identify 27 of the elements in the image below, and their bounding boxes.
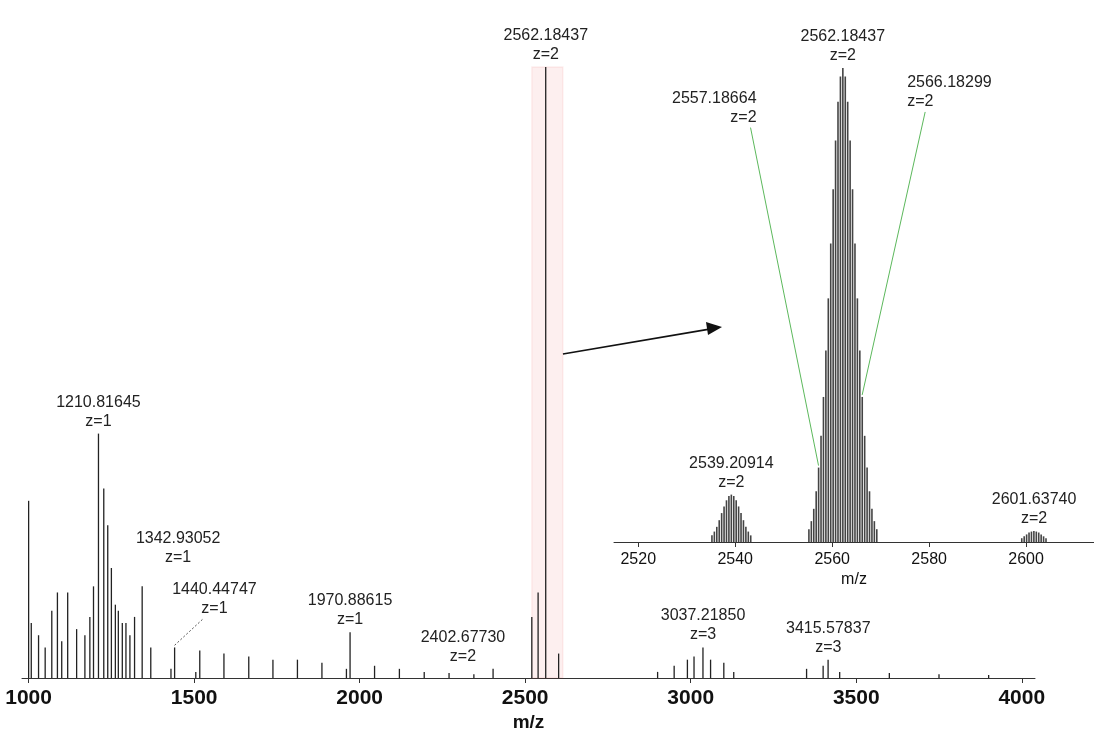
x-tick-label: 2500: [501, 685, 549, 708]
x-tick-label: 2540: [717, 549, 754, 567]
x-tick-label: 4000: [998, 685, 1046, 708]
annotation: 2601.63740 z=2: [991, 490, 1077, 527]
x-axis-title: m/z: [512, 710, 545, 732]
annotation: 2539.20914 z=2: [689, 453, 774, 490]
x-tick-label: 2000: [336, 685, 384, 708]
annotation: 1210.81645 z=1: [56, 392, 141, 429]
x-tick-label: 3000: [667, 685, 715, 708]
x-tick-label: 1500: [170, 685, 218, 708]
annotation: 2557.18664 z=2: [672, 88, 757, 125]
annotation: 3415.57837 z=3: [786, 618, 871, 655]
annotation: 3037.21850 z=3: [660, 606, 746, 643]
annotation: 2562.18437 z=2: [800, 27, 886, 63]
x-tick-label: 3500: [832, 685, 880, 708]
annotation: 2562.18437 z=2: [503, 26, 589, 62]
annotation: 1342.93052 z=1: [135, 529, 221, 566]
annotation: 1440.44747 z=1: [172, 580, 257, 617]
x-tick-label: 2600: [1008, 549, 1045, 567]
annotation: 2566.18299 z=2: [907, 72, 992, 109]
x-tick-label: 2520: [620, 549, 657, 567]
x-axis-title: m/z: [841, 570, 867, 588]
x-tick-label: 1000: [5, 685, 52, 708]
x-tick-label: 2560: [814, 549, 851, 567]
annotation: 1970.88615 z=1: [307, 591, 393, 628]
x-tick-label: 2580: [911, 549, 948, 567]
annotation: 2402.67730 z=2: [420, 627, 506, 664]
